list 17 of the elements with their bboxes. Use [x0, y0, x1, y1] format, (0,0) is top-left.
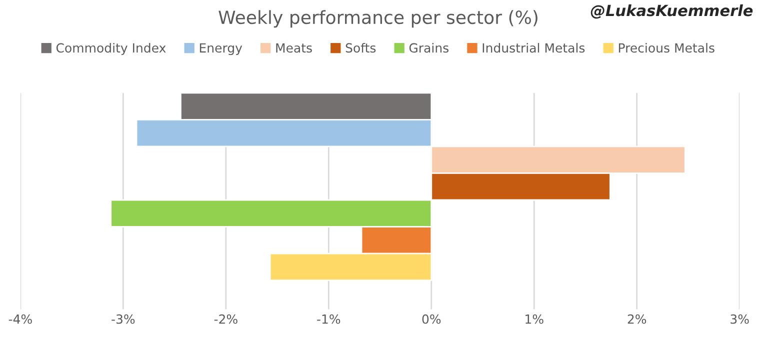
x-tick-label: -3%	[112, 314, 135, 324]
legend-label: Precious Metals	[618, 42, 714, 53]
legend-label: Industrial Metals	[482, 42, 585, 53]
x-tick-label: 0%	[422, 314, 441, 324]
chart-title: Weekly performance per sector (%)	[218, 10, 538, 28]
legend-label: Energy	[200, 43, 242, 56]
x-tick-label: -4%	[8, 314, 32, 324]
legend-label: Commodity Index	[56, 42, 166, 56]
text: @LukasKuemmerle	[590, 4, 753, 19]
x-tick-label: 3%	[730, 314, 749, 324]
legend-label: Meats	[276, 43, 312, 53]
x-tick-label: 2%	[628, 314, 646, 324]
x-tick-label: -2%	[214, 314, 238, 324]
x-tick-label: 1%	[526, 314, 544, 324]
legend-label: Softs	[346, 42, 376, 53]
legend-label: Grains	[409, 42, 448, 53]
x-tick-label: -1%	[317, 314, 340, 324]
